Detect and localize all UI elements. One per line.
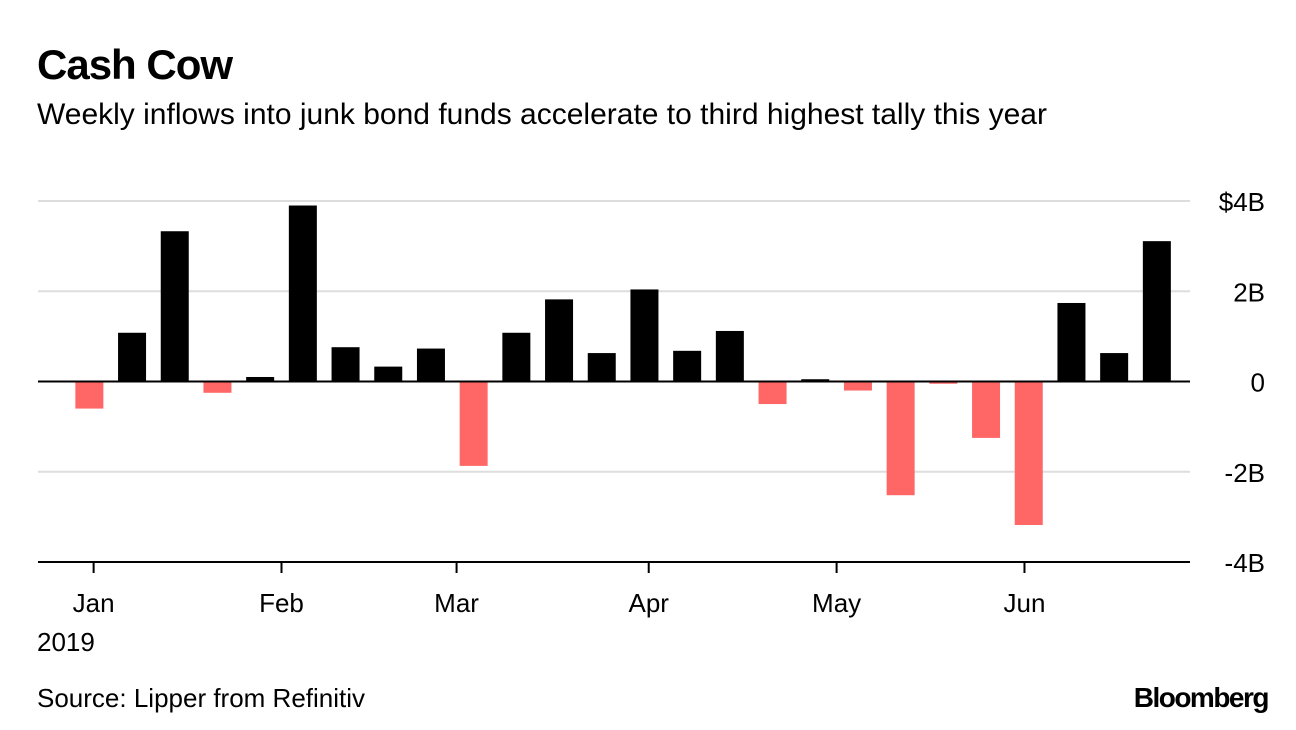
- bar: [758, 381, 787, 405]
- x-tick-label: May: [812, 588, 861, 618]
- bar: [972, 381, 1001, 438]
- x-tick-label: Feb: [259, 588, 304, 618]
- y-tick-label: 2B: [1233, 277, 1265, 307]
- bar: [587, 353, 616, 382]
- bar: [801, 379, 830, 382]
- year-label: 2019: [37, 627, 95, 657]
- bar: [288, 205, 317, 382]
- bar: [459, 381, 488, 466]
- bar: [331, 347, 360, 382]
- bar: [1057, 302, 1086, 382]
- bar: [673, 350, 702, 382]
- bar: [160, 231, 189, 382]
- bar: [929, 381, 958, 384]
- bar-chart: $4B 2B 0 -2B -4B Jan Feb Mar Apr May Jun 2019: [37, 187, 1265, 657]
- bar: [1100, 353, 1129, 382]
- bar: [203, 381, 232, 393]
- bar: [1142, 241, 1171, 382]
- bar: [502, 332, 531, 382]
- y-tick-label: -2B: [1225, 458, 1265, 488]
- bar: [374, 366, 403, 382]
- bar: [416, 348, 445, 382]
- bar: [75, 381, 104, 409]
- bloomberg-logo: Bloomberg: [1133, 682, 1270, 713]
- x-tick-label: Mar: [434, 588, 479, 618]
- x-tick-label: Apr: [628, 588, 669, 618]
- y-tick-label: -4B: [1225, 548, 1265, 578]
- bar: [246, 376, 275, 382]
- bar: [715, 330, 744, 382]
- bar: [1014, 381, 1043, 525]
- y-tick-label: 0: [1251, 368, 1265, 398]
- chart-title: Cash Cow: [37, 41, 233, 88]
- bar: [843, 381, 872, 391]
- y-tick-label: $4B: [1219, 187, 1265, 217]
- chart-subtitle: Weekly inflows into junk bond funds acce…: [37, 98, 1047, 131]
- bar: [118, 332, 147, 382]
- source-note: Source: Lipper from Refinitiv: [37, 683, 366, 713]
- bar: [630, 289, 659, 382]
- x-tick-label: Jan: [73, 588, 115, 618]
- x-tick-label: Jun: [1004, 588, 1046, 618]
- bar: [545, 299, 574, 382]
- bar: [886, 381, 915, 496]
